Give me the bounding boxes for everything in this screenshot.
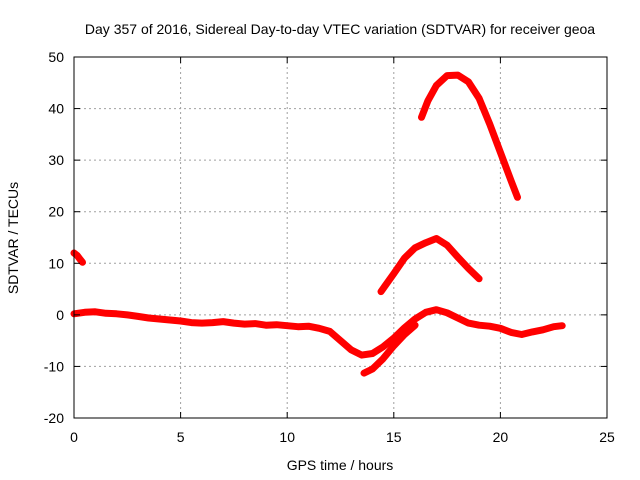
series-layer <box>70 71 566 377</box>
y-tick-labels: -20 -10 0 10 20 30 40 50 <box>44 49 64 426</box>
chart-title: Day 357 of 2016, Sidereal Day-to-day VTE… <box>85 21 595 37</box>
y-tick-label: 10 <box>48 255 64 271</box>
series-line-middle-arc <box>377 235 483 296</box>
y-tick-label: 30 <box>48 152 64 168</box>
y-tick-label: 0 <box>56 307 64 323</box>
y-axis-label: SDTVAR / TECUs <box>5 182 21 294</box>
series-line-lower-arc <box>360 321 419 377</box>
grid <box>74 57 607 418</box>
series-line-start-segment <box>70 249 86 266</box>
x-tick-label: 10 <box>279 429 295 445</box>
x-tick-labels: 0 5 10 15 20 25 <box>70 429 615 445</box>
series-line-upper-arc <box>418 71 521 201</box>
x-axis-label: GPS time / hours <box>287 457 394 473</box>
x-tick-label: 0 <box>70 429 78 445</box>
y-tick-label: 40 <box>48 101 64 117</box>
y-tick-label: 50 <box>48 49 64 65</box>
axis-ticks <box>73 56 608 419</box>
series-line-main-band <box>70 306 566 359</box>
x-tick-label: 20 <box>493 429 509 445</box>
y-tick-label: -10 <box>44 358 64 374</box>
x-tick-label: 15 <box>386 429 402 445</box>
x-tick-label: 5 <box>177 429 185 445</box>
y-tick-label: 20 <box>48 204 64 220</box>
y-tick-label: -20 <box>44 410 64 426</box>
plot-frame <box>73 56 608 419</box>
x-tick-label: 25 <box>599 429 615 445</box>
